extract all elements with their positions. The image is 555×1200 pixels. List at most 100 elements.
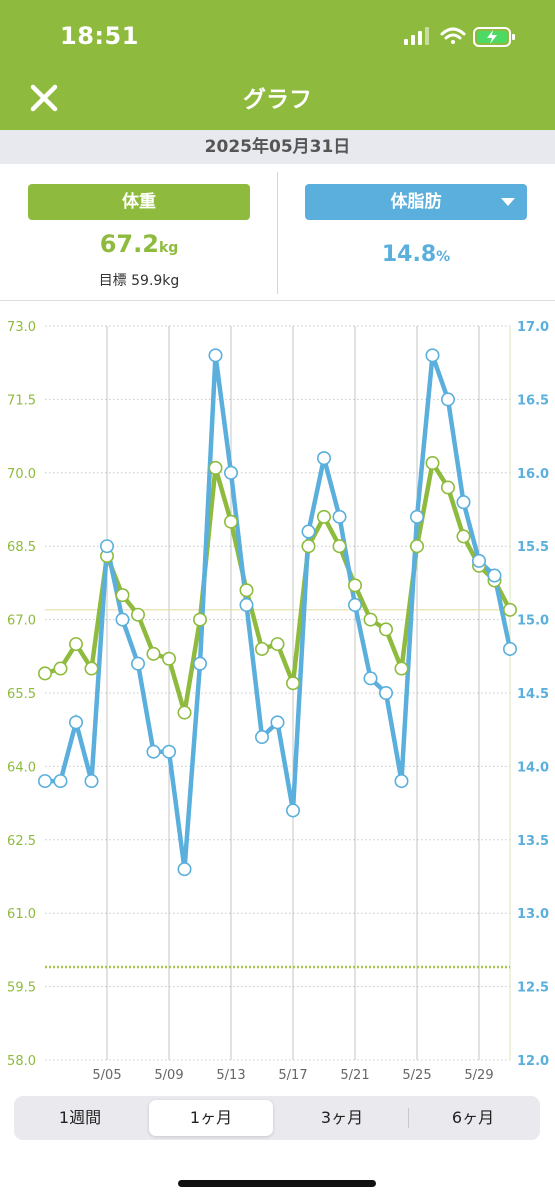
bodyfat-data-point [224, 465, 239, 480]
y-right-tick-label: 17.0 [517, 320, 549, 335]
tab-3-months[interactable]: 3ヶ月 [320, 1108, 364, 1127]
bodyfat-data-point [100, 539, 115, 554]
bodyfat-series-line [45, 354, 513, 870]
close-button[interactable] [26, 80, 62, 116]
bodyfat-data-point [239, 597, 254, 612]
bodyfat-data-point [316, 451, 331, 466]
weight-data-point [440, 480, 455, 495]
wifi-icon [440, 27, 466, 44]
summary-panel: 体重 67.2kg 目標 59.9kg 体脂肪 14.8% [0, 164, 555, 301]
body-fat-value: 14.8% [305, 242, 527, 267]
battery-charging-icon [473, 27, 515, 47]
dropdown-triangle-icon [501, 198, 515, 206]
weight-data-point [409, 539, 424, 554]
y-right-tick-label: 15.0 [517, 614, 549, 629]
weight-data-point [177, 705, 192, 720]
status-time: 18:51 [60, 22, 139, 50]
weight-data-point [332, 539, 347, 554]
period-tabs: 1週間 1ヶ月 3ヶ月 6ヶ月 [14, 1096, 540, 1140]
bodyfat-data-point [363, 671, 378, 686]
bodyfat-data-point [193, 656, 208, 671]
close-icon [30, 84, 58, 112]
bodyfat-data-point [146, 744, 161, 759]
weight-number: 67.2 [99, 230, 159, 258]
y-left-tick-label: 67.0 [7, 614, 36, 629]
bodyfat-data-point [270, 715, 285, 730]
y-right-tick-label: 16.0 [517, 467, 549, 482]
x-tick-label: 5/25 [402, 1068, 431, 1083]
y-right-tick-label: 13.0 [517, 907, 549, 922]
weight-data-point [224, 514, 239, 529]
weight-data-point [378, 622, 393, 637]
bodyfat-data-point [162, 744, 177, 759]
weight-data-point [162, 651, 177, 666]
y-left-tick-label: 71.5 [7, 393, 36, 408]
tab-1-month[interactable]: 1ヶ月 [149, 1100, 273, 1136]
bodyfat-data-point [131, 656, 146, 671]
weight-goal: 目標 59.9kg [98, 273, 180, 289]
page-title: グラフ [243, 87, 312, 113]
bodyfat-data-point [487, 568, 502, 583]
y-right-tick-label: 12.0 [517, 1054, 549, 1069]
weight-data-point [193, 612, 208, 627]
bodyfat-data-point [301, 524, 316, 539]
weight-unit: kg [158, 240, 179, 256]
y-left-tick-label: 70.0 [7, 467, 36, 482]
y-right-tick-label: 12.5 [517, 981, 549, 996]
x-tick-label: 5/17 [278, 1068, 307, 1083]
y-right-tick-label: 16.5 [517, 393, 549, 408]
tab-separator [408, 1108, 409, 1128]
y-left-tick-label: 65.5 [7, 687, 36, 702]
weight-data-point [347, 578, 362, 593]
summary-divider [277, 172, 278, 294]
weight-data-point [37, 666, 52, 681]
y-right-tick-label: 14.5 [517, 687, 549, 702]
tab-1-week[interactable]: 1週間 [58, 1108, 102, 1127]
bodyfat-data-point [456, 495, 471, 510]
bodyfat-data-point [378, 685, 393, 700]
weight-button[interactable]: 体重 [28, 184, 250, 220]
x-tick-label: 5/09 [154, 1068, 183, 1083]
weight-data-point [285, 676, 300, 691]
y-left-tick-label: 64.0 [7, 760, 36, 775]
bodyfat-data-point [84, 774, 99, 789]
body-fat-unit: % [436, 249, 451, 265]
body-fat-number: 14.8 [381, 242, 437, 267]
weight-data-point [316, 509, 331, 524]
y-left-tick-label: 73.0 [7, 320, 36, 335]
weight-data-point [394, 661, 409, 676]
weight-data-point [301, 539, 316, 554]
weight-data-point [146, 646, 161, 661]
tab-6-months[interactable]: 6ヶ月 [451, 1108, 495, 1127]
y-right-tick-label: 13.5 [517, 834, 549, 849]
y-left-tick-label: 59.5 [7, 981, 36, 996]
y-right-tick-label: 14.0 [517, 760, 549, 775]
bodyfat-data-point [425, 348, 440, 363]
weight-bodyfat-chart[interactable]: 73.0 71.5 70.0 68.5 67.0 65.5 64.0 62.5 61.0 59.5… [0, 305, 555, 1085]
home-indicator [178, 1180, 376, 1187]
y-left-tick-label: 68.5 [7, 540, 36, 555]
weight-data-point [270, 637, 285, 652]
status-icons [404, 25, 519, 53]
body-fat-button-label: 体脂肪 [390, 192, 442, 212]
date-label: 2025年05月31日 [0, 130, 555, 164]
weight-data-point [115, 588, 130, 603]
weight-value: 67.2kg [28, 230, 250, 258]
cellular-signal-icon [404, 27, 429, 45]
x-tick-label: 5/29 [464, 1068, 493, 1083]
weight-data-point [502, 602, 517, 617]
app-header: 18:51 グラフ [0, 0, 555, 130]
bodyfat-data-point [115, 612, 130, 627]
bodyfat-data-point [177, 862, 192, 877]
weight-data-point [131, 607, 146, 622]
bodyfat-data-point [409, 509, 424, 524]
weight-data-point [255, 641, 270, 656]
weight-data-point [425, 456, 440, 471]
weight-data-point [84, 661, 99, 676]
bodyfat-data-point [208, 348, 223, 363]
bodyfat-data-point [471, 553, 486, 568]
weight-data-point [208, 460, 223, 475]
body-fat-dropdown[interactable]: 体脂肪 [305, 184, 527, 220]
weight-data-point [456, 529, 471, 544]
weight-data-point [239, 583, 254, 598]
